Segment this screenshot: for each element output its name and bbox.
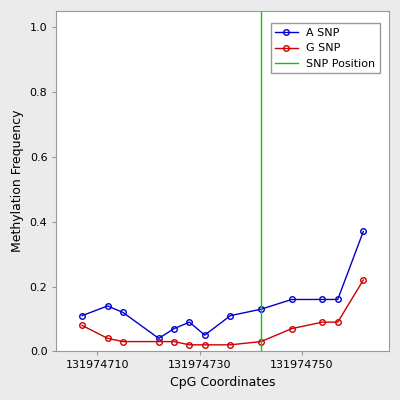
- G SNP: [335, 320, 340, 324]
- G SNP: [202, 342, 207, 347]
- X-axis label: CpG Coordinates: CpG Coordinates: [170, 376, 276, 389]
- A SNP: [228, 313, 233, 318]
- G SNP: [80, 323, 84, 328]
- A SNP: [361, 229, 366, 234]
- G SNP: [105, 336, 110, 341]
- G SNP: [259, 339, 264, 344]
- Line: A SNP: A SNP: [79, 229, 366, 341]
- G SNP: [228, 342, 233, 347]
- A SNP: [259, 307, 264, 312]
- A SNP: [105, 304, 110, 308]
- A SNP: [172, 326, 176, 331]
- A SNP: [202, 333, 207, 338]
- G SNP: [172, 339, 176, 344]
- G SNP: [156, 339, 161, 344]
- G SNP: [187, 342, 192, 347]
- G SNP: [120, 339, 125, 344]
- Line: G SNP: G SNP: [79, 277, 366, 348]
- A SNP: [120, 310, 125, 315]
- A SNP: [320, 297, 325, 302]
- Legend: A SNP, G SNP, SNP Position: A SNP, G SNP, SNP Position: [271, 24, 380, 74]
- Y-axis label: Methylation Frequency: Methylation Frequency: [11, 110, 24, 252]
- A SNP: [335, 297, 340, 302]
- A SNP: [187, 320, 192, 324]
- A SNP: [80, 313, 84, 318]
- A SNP: [156, 336, 161, 341]
- G SNP: [289, 326, 294, 331]
- G SNP: [320, 320, 325, 324]
- A SNP: [289, 297, 294, 302]
- G SNP: [361, 278, 366, 282]
